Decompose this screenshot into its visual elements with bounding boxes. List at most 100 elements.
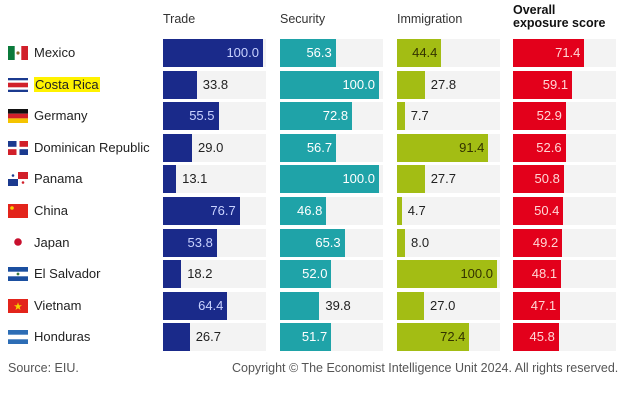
table-row: Japan 53.8 65.3 8.0 49.2 [0, 228, 630, 257]
immigration-value-label: 8.0 [411, 234, 430, 250]
security-track: 52.0 [280, 260, 383, 289]
overall-value-label: 47.1 [530, 297, 557, 313]
trade-bar [163, 323, 190, 352]
trade-bar [163, 291, 228, 320]
security-value-label: 65.3 [315, 234, 341, 250]
security-track: 56.7 [280, 133, 383, 162]
immigration-bar [397, 228, 405, 257]
overall-bar [513, 260, 562, 289]
trade-track: 26.7 [163, 323, 266, 352]
immigration-bar [397, 260, 497, 289]
immigration-value-label: 27.8 [430, 76, 457, 92]
trade-value-label: 55.5 [189, 108, 215, 124]
immigration-track: 91.4 [397, 133, 500, 162]
dominican-republic-flag-icon [8, 140, 28, 155]
column-header-trade: Trade [163, 12, 196, 26]
overall-track: 59.1 [513, 70, 616, 99]
immigration-track: 27.7 [397, 165, 500, 194]
immigration-bar [397, 197, 402, 225]
security-bar [280, 228, 345, 257]
trade-track: 29.0 [163, 133, 266, 162]
security-bar [280, 102, 353, 131]
trade-track: 13.1 [163, 165, 266, 194]
overall-value-label: 49.2 [532, 234, 559, 250]
overall-track: 48.1 [513, 260, 616, 289]
trade-track: 53.8 [163, 228, 266, 257]
security-value-label: 46.8 [297, 203, 323, 218]
immigration-bar [397, 323, 470, 352]
security-value-label: 52.0 [302, 266, 328, 282]
source-note: Source: EIU. [8, 361, 79, 375]
security-bar [280, 165, 379, 194]
vietnam-flag-icon [8, 298, 28, 313]
immigration-value-label: 91.4 [459, 139, 485, 155]
column-header-overall-line1: Overall [513, 3, 556, 17]
trade-track: 64.4 [163, 291, 266, 320]
table-row: Panama 13.1 100.0 27.7 50.8 [0, 165, 630, 194]
overall-bar [513, 70, 573, 99]
security-value-label: 100.0 [342, 76, 375, 92]
trade-value-label: 100.0 [226, 45, 259, 60]
immigration-value-label: 44.4 [412, 45, 438, 60]
trade-track: 76.7 [163, 197, 266, 225]
overall-value-label: 52.9 [536, 108, 562, 124]
trade-bar [163, 39, 263, 67]
el-salvador-flag-icon [8, 267, 28, 282]
security-track: 39.8 [280, 291, 383, 320]
overall-track: 45.8 [513, 323, 616, 352]
overall-bar [513, 323, 559, 352]
china-flag-icon [8, 204, 28, 218]
immigration-track: 4.7 [397, 197, 500, 225]
trade-value-label: 33.8 [202, 76, 229, 92]
security-value-label: 51.7 [301, 329, 328, 345]
table-row: China 76.7 46.8 4.7 50.4 [0, 197, 630, 225]
immigration-bar [397, 39, 442, 67]
security-bar [280, 133, 337, 162]
overall-bar [513, 291, 561, 320]
country-label-el-salvador: El Salvador [34, 266, 101, 282]
immigration-track: 100.0 [397, 260, 500, 289]
overall-bar [513, 39, 585, 67]
trade-bar [163, 70, 197, 99]
trade-value-label: 53.8 [187, 234, 213, 250]
overall-value-label: 71.4 [555, 45, 581, 60]
immigration-value-label: 4.7 [407, 203, 426, 218]
immigration-track: 8.0 [397, 228, 500, 257]
overall-bar [513, 228, 563, 257]
column-header-security: Security [280, 12, 326, 26]
security-value-label: 56.7 [306, 139, 333, 155]
overall-track: 49.2 [513, 228, 616, 257]
country-label-germany: Germany [34, 108, 88, 124]
trade-track: 33.8 [163, 70, 266, 99]
trade-track: 100.0 [163, 39, 266, 67]
security-track: 100.0 [280, 70, 383, 99]
security-value-label: 100.0 [342, 171, 375, 187]
country-label-japan: Japan [34, 234, 70, 250]
table-row: Honduras 26.7 51.7 72.4 45.8 [0, 323, 630, 352]
overall-value-label: 50.8 [534, 171, 560, 187]
trade-bar [163, 133, 192, 162]
japan-flag-icon [8, 234, 28, 249]
security-bar [280, 70, 379, 99]
overall-bar [513, 133, 566, 162]
overall-track: 52.6 [513, 133, 616, 162]
overall-value-label: 48.1 [531, 266, 558, 282]
trade-value-label: 13.1 [182, 171, 208, 187]
trade-track: 55.5 [163, 102, 266, 131]
trade-bar [163, 165, 177, 194]
overall-bar [513, 102, 566, 131]
immigration-track: 44.4 [397, 39, 500, 67]
overall-value-label: 52.6 [536, 139, 562, 155]
immigration-value-label: 100.0 [460, 266, 493, 282]
security-track: 46.8 [280, 197, 383, 225]
immigration-bar [397, 70, 425, 99]
panama-flag-icon [8, 172, 28, 187]
country-label-dominican-republic: Dominican Republic [34, 139, 150, 155]
country-label-vietnam: Vietnam [34, 297, 82, 313]
overall-track: 71.4 [513, 39, 616, 67]
security-bar [280, 323, 332, 352]
overall-track: 47.1 [513, 291, 616, 320]
table-row: El Salvador 18.2 52.0 100.0 48.1 [0, 260, 630, 289]
overall-track: 50.4 [513, 197, 616, 225]
security-bar [280, 260, 332, 289]
